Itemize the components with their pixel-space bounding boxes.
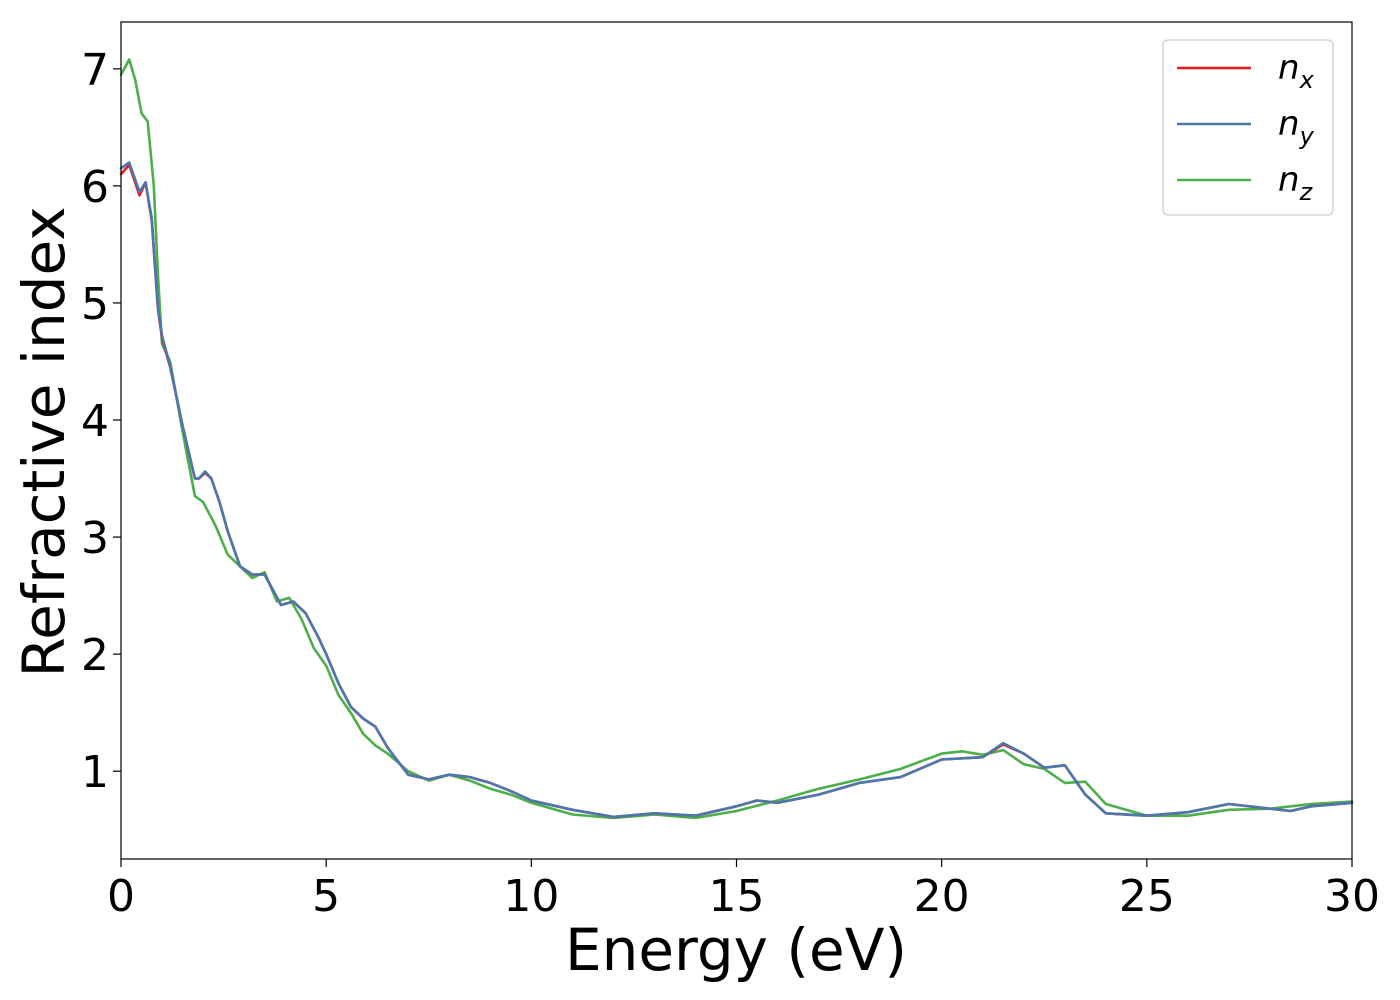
y-tick-label: 1 [81,747,109,798]
x-tick-label: 30 [1324,871,1380,922]
y-tick-label: 3 [81,513,109,564]
y-tick-label: 7 [81,45,109,96]
x-tick-label: 5 [312,871,340,922]
series-group [119,58,1354,820]
x-tick-label: 15 [709,871,765,922]
x-axis-label: Energy (eV) [565,916,907,984]
x-tick-label: 10 [503,871,559,922]
x-tick-label: 25 [1119,871,1175,922]
plot-area [121,22,1352,859]
series-line-y [119,161,1354,819]
y-tick-label: 5 [81,279,109,330]
legend-box [1162,39,1334,216]
x-tick-label: 0 [107,871,135,922]
y-axis-ticks: 1 2 3 4 5 6 7 [81,45,121,798]
x-axis-ticks: 0 5 10 15 20 25 30 [107,859,1380,922]
y-tick-label: 6 [81,162,109,213]
y-tick-label: 2 [81,630,109,681]
x-tick-label: 20 [914,871,970,922]
y-tick-label: 4 [81,396,109,447]
y-axis-label: Refractive index [10,206,78,677]
